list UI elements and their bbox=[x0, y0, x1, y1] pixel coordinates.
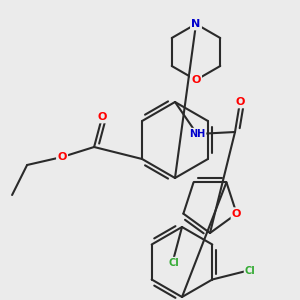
Text: O: O bbox=[191, 75, 201, 85]
Text: O: O bbox=[232, 209, 241, 219]
Text: N: N bbox=[191, 19, 201, 29]
Text: Cl: Cl bbox=[245, 266, 256, 277]
Text: O: O bbox=[57, 152, 67, 162]
Text: O: O bbox=[98, 112, 107, 122]
Text: NH: NH bbox=[189, 129, 205, 139]
Text: O: O bbox=[235, 97, 245, 107]
Text: Cl: Cl bbox=[169, 258, 179, 268]
